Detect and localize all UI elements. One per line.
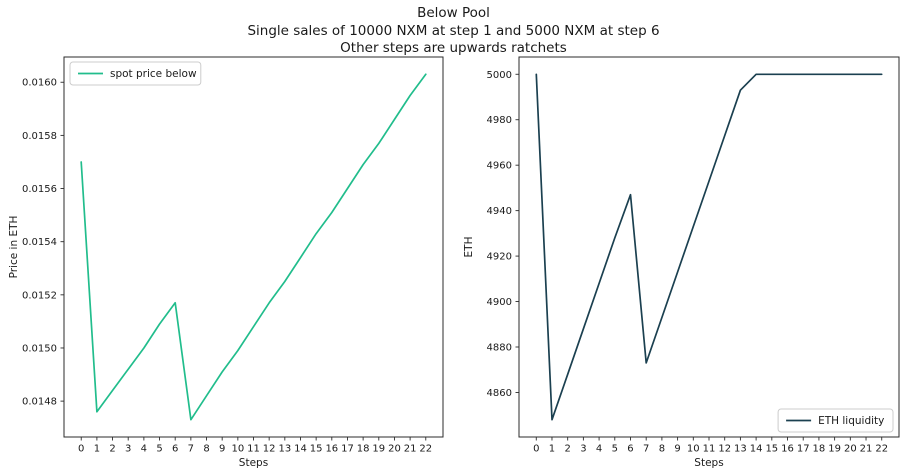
y-axis-tick-label: 0.0150	[22, 343, 57, 354]
x-axis-tick-label: 15	[765, 444, 778, 455]
y-axis-label: ETH	[463, 237, 475, 258]
y-axis-tick-label: 4880	[487, 343, 512, 354]
figure-title-line-3: Other steps are upwards ratchets	[340, 40, 567, 56]
x-axis-tick-label: 21	[860, 444, 873, 455]
x-axis-tick-label: 9	[674, 444, 680, 455]
x-axis-tick-label: 5	[156, 444, 162, 455]
y-axis-tick-label: 4860	[487, 388, 512, 399]
x-axis-tick-label: 17	[341, 444, 354, 455]
legend-box	[69, 61, 202, 86]
x-axis-tick-label: 8	[659, 444, 665, 455]
x-axis-tick-label: 14	[294, 444, 307, 455]
y-axis-tick-label: 4900	[487, 297, 512, 308]
x-axis-tick-label: 20	[844, 444, 857, 455]
y-axis-tick-label: 4920	[487, 252, 512, 263]
y-axis-tick-label: 0.0156	[22, 184, 57, 195]
y-axis-tick-label: 4940	[487, 206, 512, 217]
chart-eth-liquidity: 0 1 2 3 4 5 6 7 8 9 10 11 12 13 14 15 16 17 18 19 20 21 224860…	[463, 56, 900, 469]
x-axis-tick-label: 11	[247, 444, 260, 455]
x-axis-tick-label: 8	[203, 444, 209, 455]
figure-title-line-2: Single sales of 10000 NXM at step 1 and …	[247, 22, 660, 39]
y-axis-tick-label: 0.0160	[22, 78, 57, 89]
x-axis-tick-label: 2	[564, 444, 570, 455]
x-axis-tick-label: 9	[219, 444, 225, 455]
y-axis-tick-label: 0.0158	[22, 131, 57, 142]
x-axis-tick-label: 6	[172, 444, 178, 455]
x-axis-tick-label: 3	[125, 444, 131, 455]
legend-label: ETH liquidity	[818, 415, 884, 427]
x-axis-tick-label: 21	[404, 444, 417, 455]
legend-label: spot price below	[110, 68, 197, 80]
y-axis-tick-label: 0.0154	[22, 237, 57, 248]
x-axis-tick-label: 12	[718, 444, 731, 455]
x-axis-tick-label: 2	[109, 444, 115, 455]
x-axis-tick-label: 16	[781, 444, 794, 455]
x-axis-tick-label: 15	[310, 444, 323, 455]
x-axis-label: Steps	[239, 457, 268, 469]
x-axis-tick-label: 17	[797, 444, 810, 455]
legend-box	[777, 408, 894, 433]
y-axis-tick-label: 0.0148	[22, 397, 57, 408]
y-axis-label: Price in ETH	[8, 216, 20, 279]
x-axis-tick-label: 0	[533, 444, 539, 455]
plot-frame	[518, 56, 900, 438]
x-axis-tick-label: 4	[141, 444, 147, 455]
x-axis-tick-label: 14	[750, 444, 763, 455]
x-axis-tick-label: 1	[94, 444, 100, 455]
x-axis-tick-label: 4	[596, 444, 602, 455]
x-axis-tick-label: 5	[612, 444, 618, 455]
x-axis-tick-label: 7	[188, 444, 194, 455]
x-axis-tick-label: 22	[875, 444, 888, 455]
x-axis-tick-label: 7	[643, 444, 649, 455]
x-axis-tick-label: 18	[813, 444, 826, 455]
chart-spot-price: 0 1 2 3 4 5 6 7 8 9 10 11 12 13 14 15 16 17 18 19 20 21 220.01…	[8, 56, 444, 469]
legend: ETH liquidity	[777, 408, 894, 433]
x-axis-tick-label: 10	[687, 444, 700, 455]
spot-price-chart-line	[80, 73, 427, 421]
figure-title: Below Pool Single sales of 10000 NXM at …	[0, 5, 907, 58]
x-axis-label: Steps	[694, 457, 723, 469]
y-axis-tick-label: 0.0152	[22, 290, 57, 301]
x-axis-tick-label: 11	[703, 444, 716, 455]
x-axis-tick-label: 1	[549, 444, 555, 455]
x-axis-tick-label: 12	[263, 444, 276, 455]
x-axis-tick-label: 0	[78, 444, 84, 455]
x-axis-tick-label: 18	[357, 444, 370, 455]
y-axis-tick-label: 4960	[487, 161, 512, 172]
x-axis-tick-label: 19	[828, 444, 841, 455]
x-axis-tick-label: 13	[278, 444, 291, 455]
x-axis-tick-label: 19	[372, 444, 385, 455]
x-axis-tick-label: 3	[580, 444, 586, 455]
figure-title-line-1: Below Pool	[417, 5, 490, 21]
x-axis-tick-label: 6	[627, 444, 633, 455]
y-axis-tick-label: 5000	[487, 70, 512, 81]
x-axis-tick-label: 13	[734, 444, 747, 455]
legend: spot price below	[69, 61, 202, 86]
x-axis-tick-label: 22	[419, 444, 432, 455]
y-axis-tick-label: 4980	[487, 115, 512, 126]
x-axis-tick-label: 20	[388, 444, 401, 455]
x-axis-tick-label: 10	[231, 444, 244, 455]
eth-liquidity-chart-line	[535, 73, 883, 421]
x-axis-tick-label: 16	[325, 444, 338, 455]
